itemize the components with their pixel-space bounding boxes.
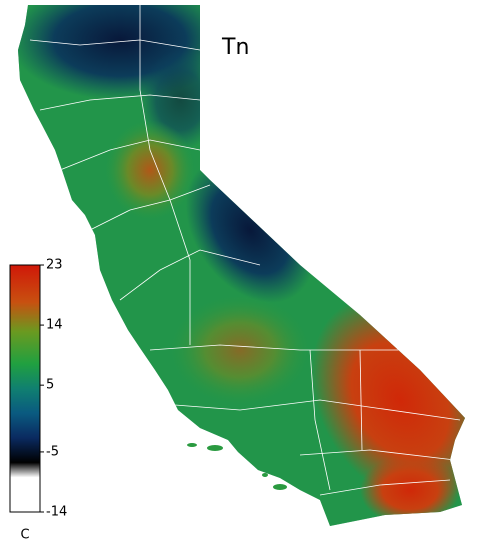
colorbar-ticks: 23 14 5 -5 -14: [40, 258, 67, 520]
colorbar-tick-label: 5: [46, 378, 54, 393]
islands: [187, 443, 287, 490]
map-title: Tn: [221, 35, 249, 60]
colorbar-tick-label: 14: [46, 318, 63, 333]
colorbar: [9, 264, 41, 513]
colorbar-tick-label: -14: [46, 505, 67, 520]
colorbar-unit: C: [20, 528, 29, 543]
colorbar-tick-label: -5: [46, 444, 59, 459]
colorbar-tick-label: 23: [46, 258, 63, 273]
